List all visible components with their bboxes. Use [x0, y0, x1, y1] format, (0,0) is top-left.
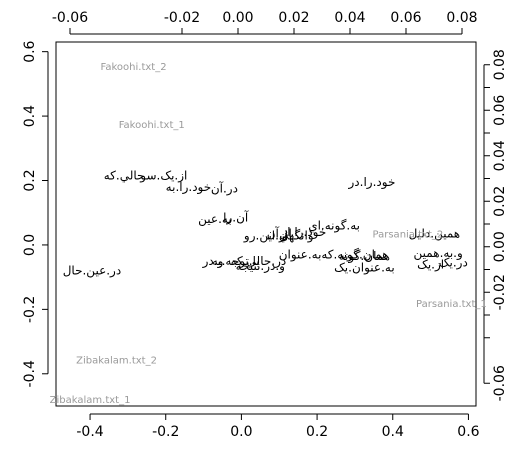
- word-label: در.حالي.که: [231, 254, 287, 269]
- y-tick-label-left: -0.4: [22, 360, 38, 387]
- x-tick-label-bottom: -0.2: [152, 424, 179, 440]
- y-tick-label-right: 0.06: [492, 95, 508, 126]
- word-label: از.یک: [417, 257, 444, 272]
- x-tick-label-top: 0.00: [222, 10, 253, 26]
- y-tick-label-left: 0.4: [22, 105, 38, 127]
- x-axis-bottom: -0.4 -0.2 0.0 0.2 0.4 0.6: [76, 413, 480, 440]
- word-label: به.عنوان: [279, 248, 322, 263]
- word-label: و.به.همين: [414, 246, 463, 261]
- y-tick-label-right: 0.02: [492, 186, 508, 217]
- document-label: Zibakalam.txt_1: [50, 395, 131, 406]
- word-label: در.آن: [211, 181, 238, 197]
- document-label: Parsania.txt_1: [416, 299, 487, 310]
- document-label: Fakoohi.txt_2: [101, 62, 167, 73]
- word-label: خود.را.به: [166, 180, 212, 195]
- document-label: Fakoohi.txt_1: [119, 120, 185, 131]
- y-tick-label-left: 0.0: [22, 234, 38, 256]
- x-tick-label-top: -0.06: [52, 10, 88, 26]
- y-tick-label-right: 0.00: [492, 231, 508, 262]
- y-axis-left: -0.4 -0.2 0.0 0.2 0.4 0.6: [22, 40, 49, 387]
- word-label: از.این.رو: [243, 228, 288, 243]
- x-tick-label-bottom: 0.4: [382, 424, 404, 440]
- x-tick-label-top: -0.02: [164, 10, 200, 26]
- x-tick-label-bottom: -0.4: [76, 424, 103, 440]
- y-tick-label-right: 0.08: [492, 49, 508, 80]
- y-axis-right: -0.06 -0.02 0.00 0.02 0.04 0.06 0.08: [483, 49, 508, 401]
- word-label: و.در.نتيجه: [236, 259, 285, 274]
- word-label: خود.را.در: [348, 175, 396, 190]
- word-label: خود.را.از: [280, 225, 326, 240]
- word-label: با.توجه.به: [212, 254, 260, 269]
- x-tick-label-top: 0.08: [446, 10, 477, 26]
- x-tick-label-top: 0.06: [390, 10, 421, 26]
- x-tick-label-bottom: 0.6: [457, 424, 479, 440]
- word-label: از.آن: [267, 226, 292, 242]
- word-label: از.یک.سو: [139, 169, 187, 184]
- word-label: و.در: [202, 254, 224, 269]
- word-label: به.گونه.اي: [308, 219, 360, 234]
- y-tick-label-left: 0.6: [22, 40, 38, 62]
- document-labels: Fakoohi.txt_2 Fakoohi.txt_1 Parsania.txt_2…: [50, 62, 487, 406]
- document-label: Parsania.txt_2: [373, 230, 444, 241]
- word-label: در.عین.حال: [63, 264, 121, 279]
- x-tick-label-top: 0.02: [278, 10, 309, 26]
- plot-frame: [55, 41, 477, 407]
- word-label: همان.گونه: [339, 249, 390, 264]
- word-label: آن.را: [223, 210, 249, 226]
- x-tick-label-bottom: 0.2: [306, 424, 328, 440]
- word-label: به.عنوان.یک: [334, 260, 395, 275]
- document-label: Zibakalam.txt_2: [76, 355, 157, 366]
- word-label: همين.دليل: [409, 227, 461, 242]
- y-tick-label-left: -0.2: [22, 296, 38, 323]
- y-tick-label-right: -0.02: [492, 274, 508, 310]
- y-tick-label-right: -0.06: [492, 365, 508, 401]
- x-tick-label-top: 0.04: [334, 10, 365, 26]
- word-label: وانگهي: [279, 228, 314, 243]
- word-label: همان.گونه.که: [321, 248, 388, 263]
- y-tick-label-right: 0.04: [492, 140, 508, 171]
- x-axis-top: -0.06 -0.02 0.00 0.02 0.04 0.06 0.08: [52, 10, 478, 35]
- y-tick-label-left: 0.2: [22, 169, 38, 191]
- word-label: به.عين: [198, 212, 232, 227]
- word-label: حالي.که: [104, 169, 145, 183]
- word-label: در.یک: [439, 256, 468, 271]
- x-tick-label-bottom: 0.0: [230, 424, 252, 440]
